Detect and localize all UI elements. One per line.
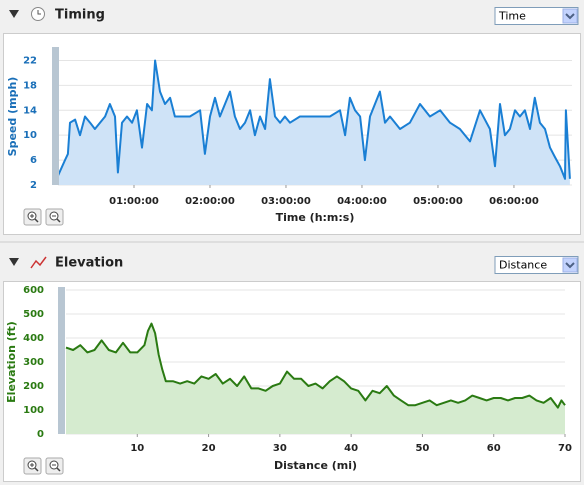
area-fill [66, 323, 565, 434]
y-tick-label: 18 [23, 80, 37, 91]
x-tick-label: 20 [202, 443, 216, 454]
x-tick-label: 40 [344, 443, 358, 454]
y-tick-label: 22 [23, 55, 37, 66]
panel-title: Elevation [55, 256, 123, 271]
dropdown[interactable] [494, 256, 579, 274]
x-tick-label: 05:00:00 [413, 196, 463, 207]
y-tick-label: 500 [23, 309, 44, 320]
dropdown-button[interactable] [562, 8, 578, 24]
dropdown-value: Time [498, 10, 526, 23]
y-axis-label: Speed (mph) [6, 77, 19, 157]
magnifier-handle [56, 467, 61, 472]
x-tick-label: 50 [415, 443, 429, 454]
scroll-strip [52, 47, 59, 185]
dropdown-button[interactable] [562, 257, 578, 273]
y-tick-label: 600 [23, 285, 44, 296]
clock-hands [37, 10, 41, 15]
x-axis-label: Time (h:m:s) [276, 211, 355, 224]
collapse-arrow[interactable] [9, 10, 19, 18]
dropdown-value: Distance [499, 259, 547, 272]
y-tick-label: 6 [30, 155, 37, 166]
y-tick-label: 14 [23, 105, 37, 116]
y-axis-label: Elevation (ft) [5, 321, 18, 403]
x-tick-label: 04:00:00 [337, 196, 387, 207]
area-fill [58, 60, 570, 185]
scroll-strip [58, 287, 65, 434]
y-tick-label: 0 [37, 429, 44, 440]
magnifier-handle [34, 467, 39, 472]
x-tick-label: 60 [487, 443, 501, 454]
x-tick-label: 70 [558, 443, 572, 454]
x-tick-label: 02:00:00 [185, 196, 235, 207]
x-tick-label: 06:00:00 [489, 196, 539, 207]
y-tick-label: 400 [23, 333, 44, 344]
data-line [65, 322, 566, 409]
y-tick-label: 2 [30, 180, 37, 191]
panel-title: Timing [55, 8, 105, 23]
elevation-icon [30, 256, 47, 269]
dropdown-arrow [565, 13, 575, 20]
x-axis-label: Distance (mi) [274, 459, 357, 472]
y-tick-label: 200 [23, 381, 44, 392]
x-tick-label: 30 [273, 443, 287, 454]
x-tick-label: 01:00:00 [109, 196, 159, 207]
dropdown-arrow [565, 262, 575, 269]
magnifier-handle [34, 218, 39, 223]
x-tick-label: 03:00:00 [261, 196, 311, 207]
data-line [57, 59, 571, 180]
x-tick-label: 10 [130, 443, 144, 454]
dropdown[interactable] [494, 7, 579, 25]
collapse-arrow[interactable] [9, 258, 19, 266]
y-tick-label: 100 [23, 405, 44, 416]
y-tick-label: 10 [23, 130, 37, 141]
y-tick-label: 300 [23, 357, 44, 368]
magnifier-handle [56, 218, 61, 223]
